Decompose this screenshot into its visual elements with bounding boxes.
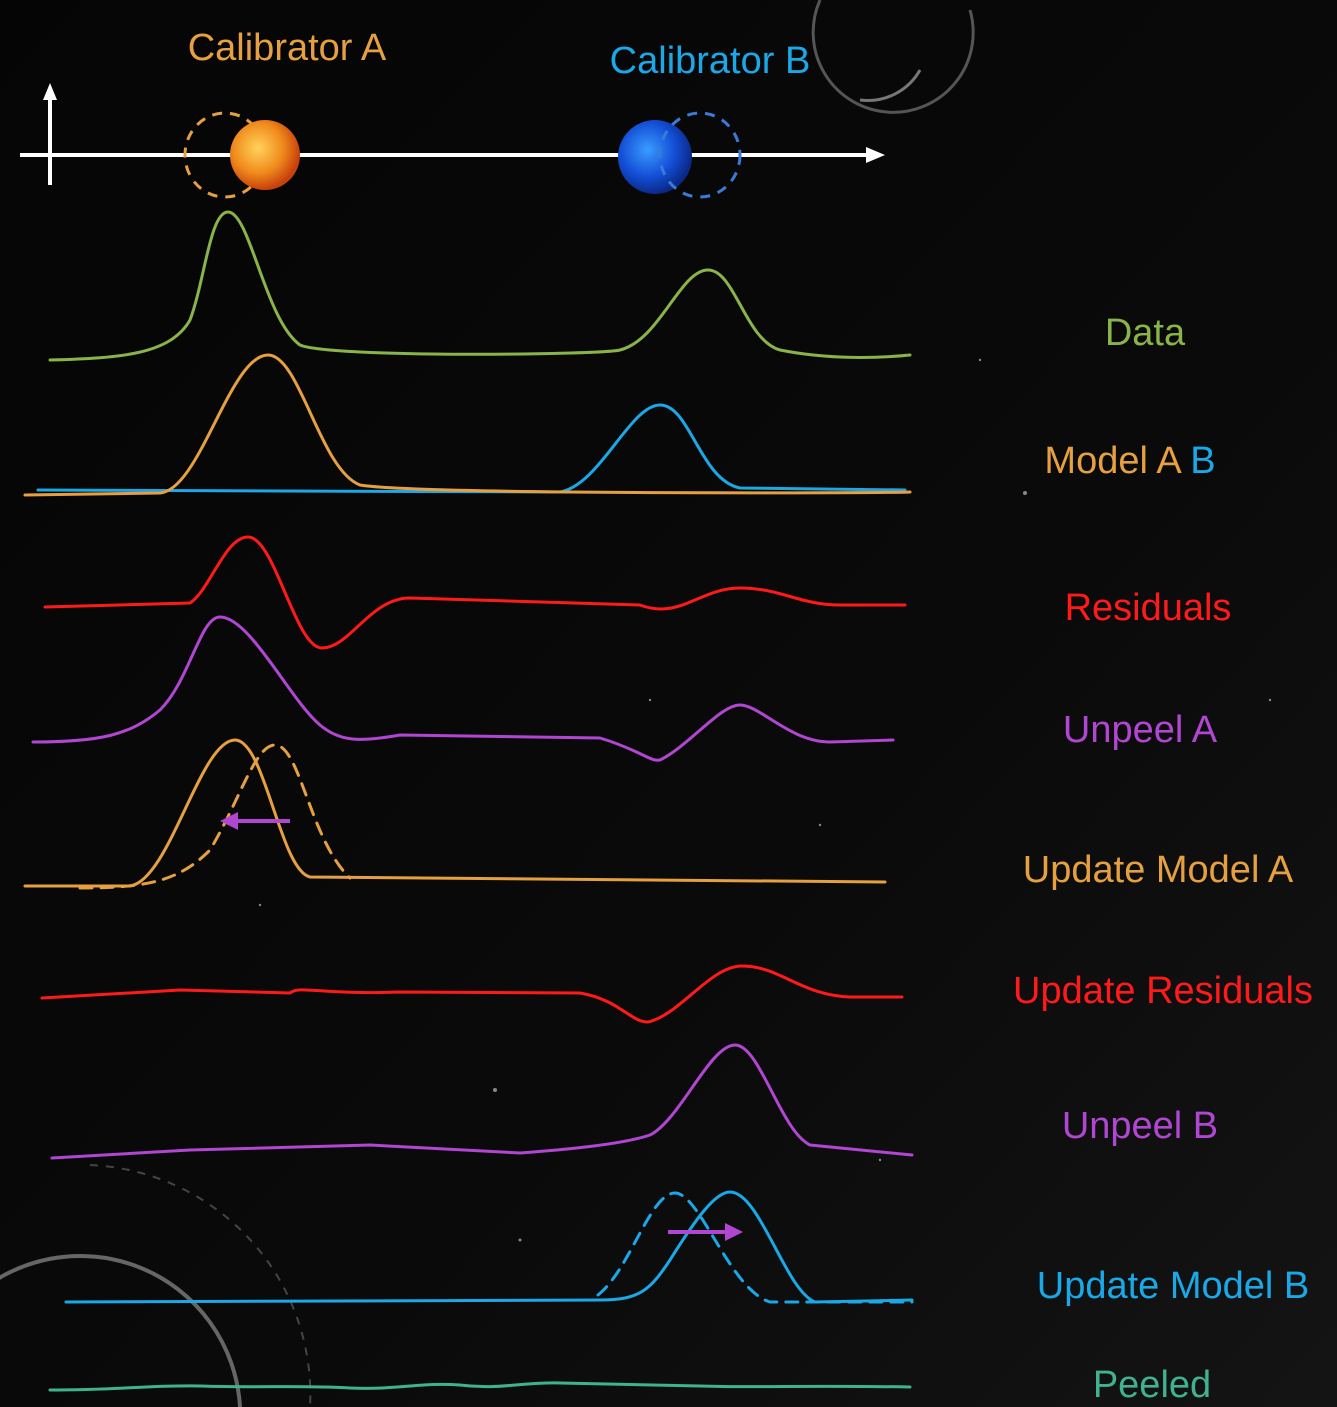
row-label: Unpeel B — [1062, 1105, 1218, 1147]
row-label: Peeled — [1093, 1364, 1211, 1406]
calibrator-b-star — [618, 120, 692, 194]
calibrator-label: Calibrator B — [610, 40, 811, 82]
row-label: Update Residuals — [1013, 970, 1313, 1012]
row-label: Update Model A — [1023, 849, 1294, 891]
calibrator-label: Calibrator A — [188, 27, 387, 69]
row-label: Model A B — [1044, 440, 1215, 482]
row-label-part: B — [1190, 440, 1215, 482]
row-label: Update Model B — [1037, 1265, 1310, 1307]
calibrator-a-star — [230, 120, 300, 190]
row-label: Residuals — [1065, 587, 1232, 629]
row-label: Data — [1105, 312, 1186, 354]
background — [0, 0, 1337, 1407]
row-label-part: Model A — [1044, 440, 1182, 482]
diagram: Calibrator A Calibrator B Data Model A B… — [0, 0, 1337, 1407]
page: Calibrator A Calibrator B Data Model A B… — [0, 0, 1337, 1407]
row-label: Unpeel A — [1063, 709, 1218, 751]
